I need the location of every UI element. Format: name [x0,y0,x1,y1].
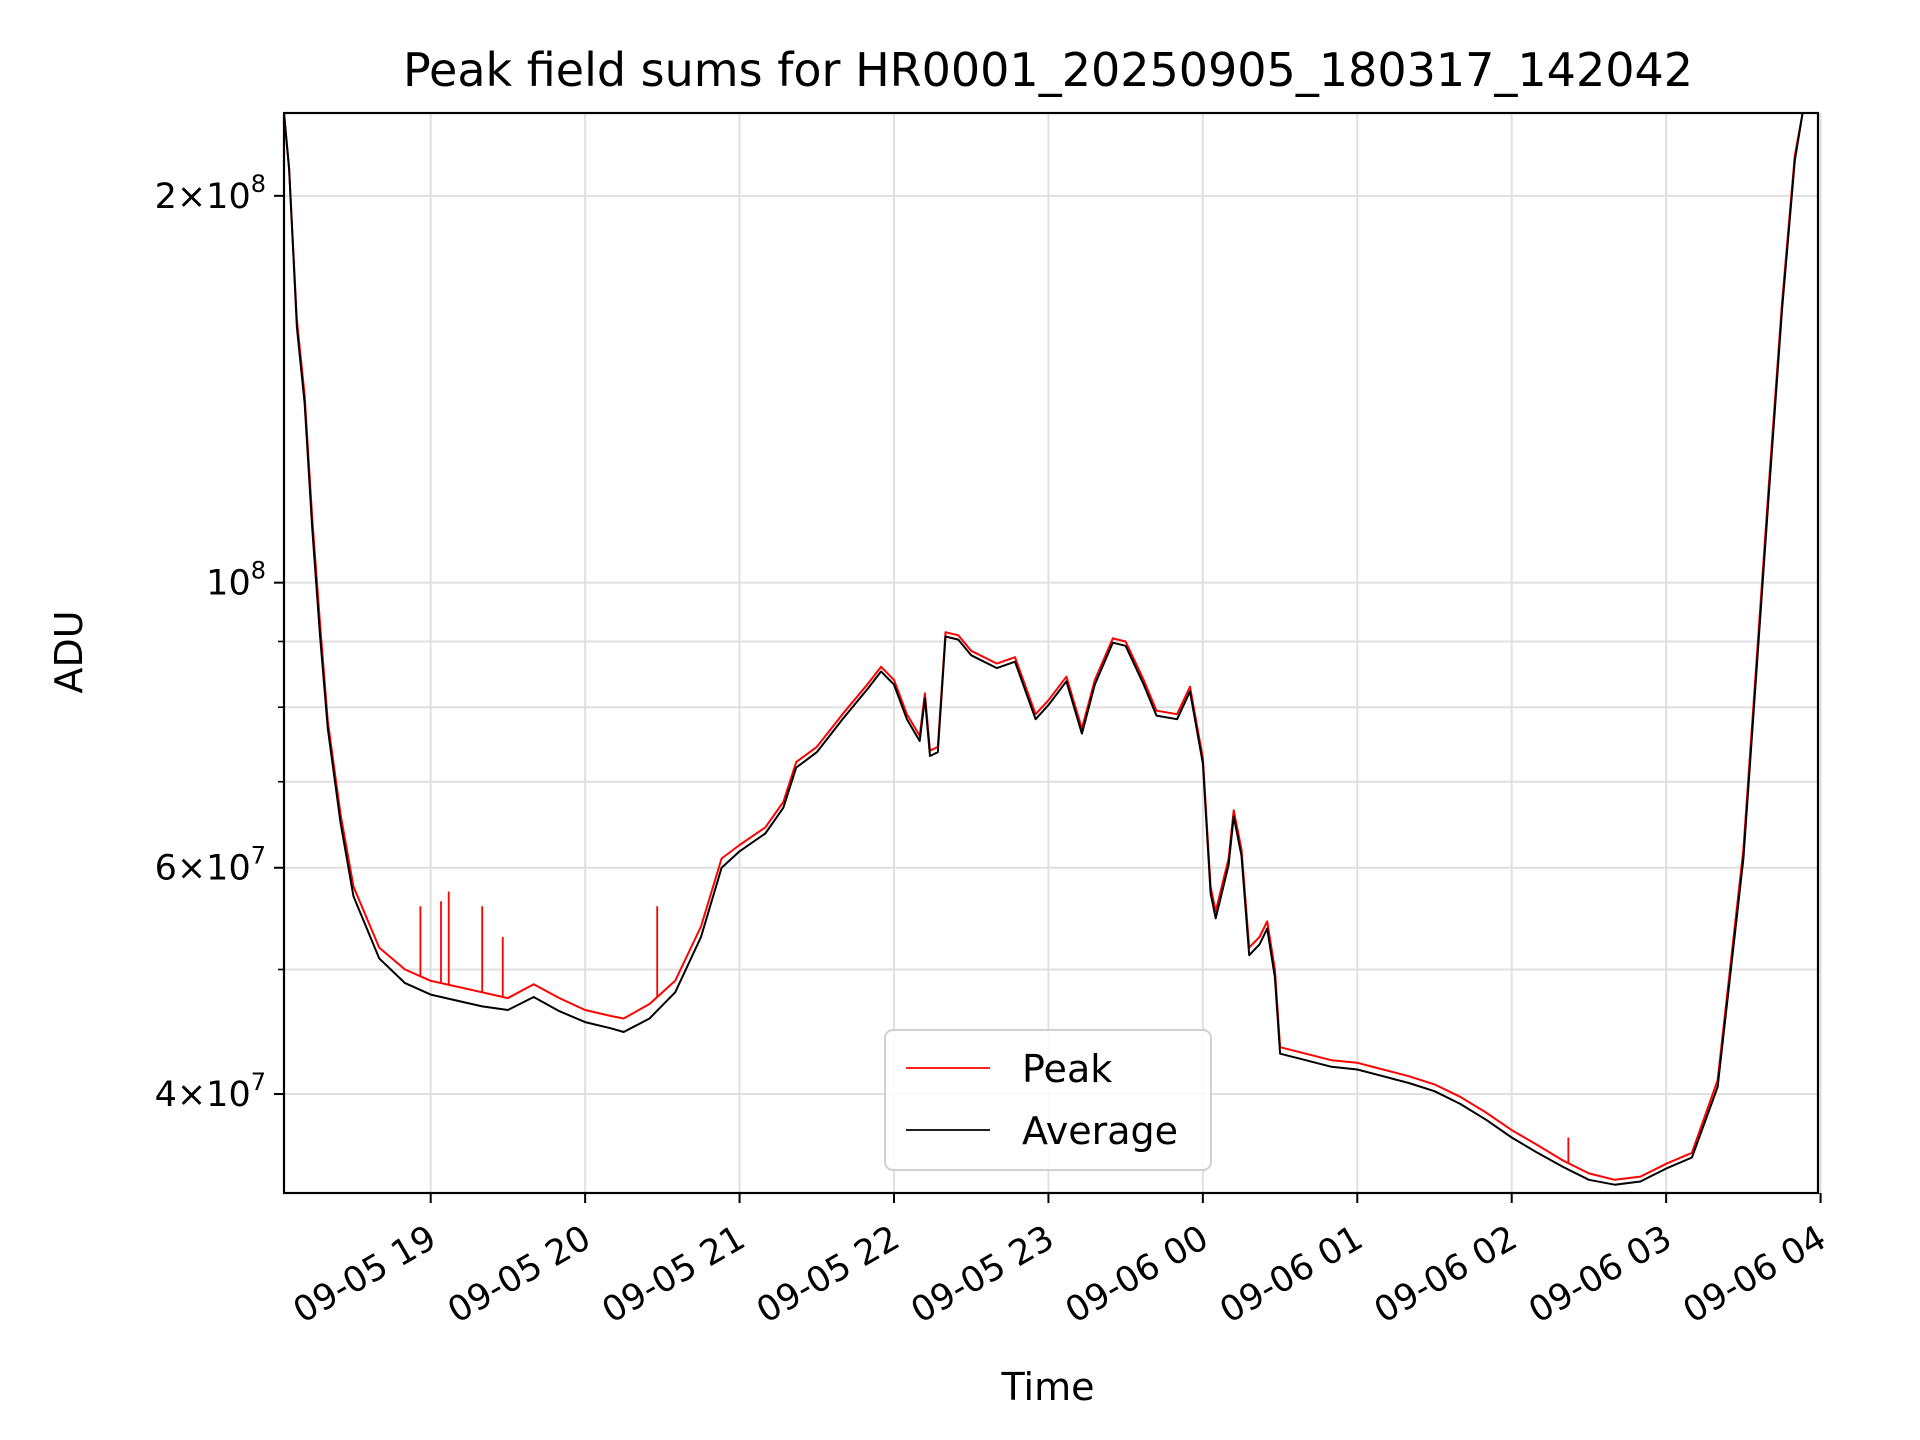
legend: Peak Average [884,1029,1212,1171]
x-axis-label: Time [1001,1365,1095,1409]
series-layer [284,113,1804,1186]
y-tick-label: 6×107 [155,842,266,889]
y-axis-label: ADU [47,610,91,693]
plot-area-frame [282,111,1820,1195]
y-tick-label: 4×107 [155,1068,266,1115]
series-line-average [284,113,1804,1186]
legend-label-peak: Peak [1022,1047,1112,1091]
y-axis: 4×107 6×107 108 2×108 [155,170,284,1115]
series-line-peak [284,113,1804,1181]
y-tick-label: 108 [206,557,266,604]
legend-box [884,1029,1212,1171]
legend-label-average: Average [1022,1109,1178,1153]
y-tick-label: 2×108 [155,170,266,217]
chart-title: Peak field sums for HR0001_20250905_1803… [403,43,1693,97]
grid [284,113,1822,1193]
